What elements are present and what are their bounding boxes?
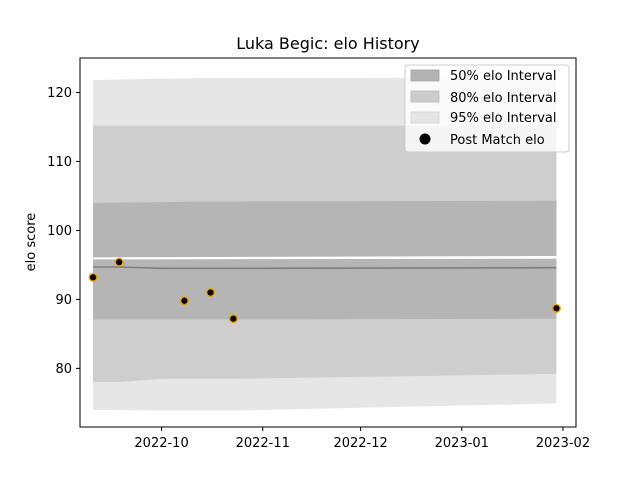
post-match-point bbox=[206, 288, 216, 298]
x-tick-label: 2023-02 bbox=[536, 436, 590, 451]
post-match-points bbox=[88, 257, 561, 324]
legend-swatch-95 bbox=[410, 111, 440, 124]
legend-swatch-80 bbox=[410, 90, 440, 103]
mean-line-layer bbox=[93, 266, 557, 270]
post-match-point bbox=[228, 314, 238, 324]
legend-label-95: 95% elo Interval bbox=[450, 111, 557, 126]
y-tick-label: 100 bbox=[47, 224, 72, 239]
x-tick-label: 2023-01 bbox=[435, 436, 489, 451]
post-match-point bbox=[114, 257, 124, 267]
mean-elo-line bbox=[93, 266, 557, 270]
band-50 bbox=[93, 200, 557, 320]
x-tick-label: 2022-11 bbox=[236, 436, 290, 451]
x-tick-label: 2022-12 bbox=[333, 436, 387, 451]
x-axis-ticks: 2022-10 2022-11 2022-12 2023-01 2023-02 bbox=[134, 427, 590, 451]
legend-marker-post-match bbox=[419, 133, 431, 145]
post-match-point bbox=[551, 303, 561, 313]
band-gap bbox=[93, 255, 557, 260]
y-tick-label: 110 bbox=[47, 155, 72, 170]
legend-label-post-match: Post Match elo bbox=[450, 133, 545, 148]
y-tick-label: 90 bbox=[55, 293, 72, 308]
plot-area-frame bbox=[79, 57, 577, 428]
y-axis-label: elo score bbox=[24, 213, 39, 272]
legend-swatch-50 bbox=[410, 69, 440, 82]
legend-label-80: 80% elo Interval bbox=[450, 91, 557, 106]
legend: 50% elo Interval 80% elo Interval 95% el… bbox=[404, 64, 570, 153]
y-tick-label: 80 bbox=[55, 362, 72, 377]
legend-label-50: 50% elo Interval bbox=[450, 69, 557, 84]
y-tick-label: 120 bbox=[47, 86, 72, 101]
post-match-point bbox=[179, 296, 189, 306]
legend-box bbox=[404, 64, 570, 153]
y-axis-ticks: 80 90 100 110 120 bbox=[47, 86, 80, 377]
post-match-point bbox=[88, 272, 98, 282]
chart-title: Luka Begic: elo History bbox=[236, 34, 419, 53]
x-tick-label: 2022-10 bbox=[134, 436, 188, 451]
